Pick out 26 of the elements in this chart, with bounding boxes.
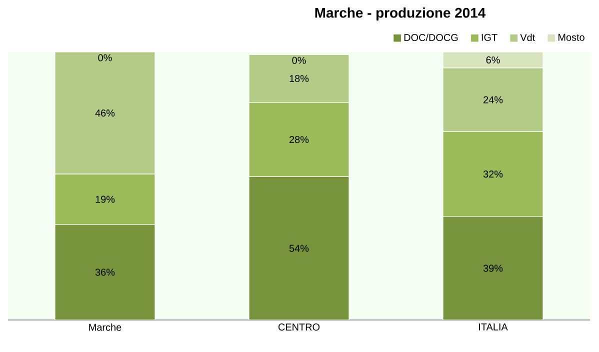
data-label: 28% [290, 136, 309, 144]
data-label: 32% [483, 170, 503, 178]
data-label: 36% [95, 268, 115, 276]
x-tick-label: CENTRO [278, 324, 320, 331]
legend-label: IGT [482, 34, 498, 41]
bar [54, 224, 156, 320]
legend-label: Mosto [558, 34, 584, 41]
data-label: 6% [486, 56, 500, 64]
bar [442, 216, 544, 320]
x-tick-label: Marche [89, 324, 122, 331]
data-label: 46% [95, 110, 115, 117]
data-label: 0% [292, 56, 306, 64]
data-label: 19% [96, 196, 115, 203]
data-label: 18% [290, 75, 309, 82]
data-label: 54% [289, 244, 309, 252]
bar [248, 54, 350, 103]
legend-label: DOC/DOCG [404, 34, 458, 42]
legend-label: Vdt [520, 34, 536, 42]
x-tick-label: ITALIA [479, 324, 508, 330]
chart-title: Marche - produzione 2014 [315, 8, 486, 21]
bar [54, 52, 156, 174]
bar [442, 68, 544, 132]
data-label: 39% [483, 264, 503, 272]
data-label: 0% [98, 54, 112, 62]
bar [248, 176, 350, 320]
data-label: 24% [484, 96, 503, 104]
